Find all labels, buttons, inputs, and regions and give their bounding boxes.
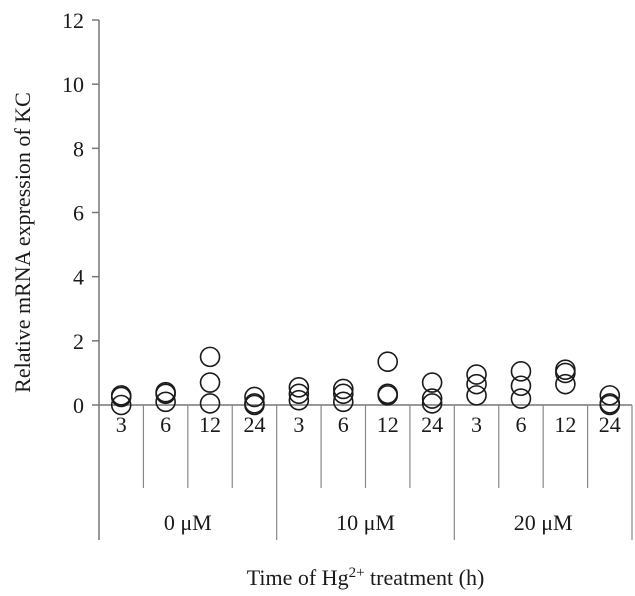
time-label: 12: [377, 412, 399, 437]
time-label: 24: [599, 412, 621, 437]
time-label: 3: [293, 412, 304, 437]
time-label: 6: [338, 412, 349, 437]
concentration-labels: 0 μM 10 μM 20 μM: [164, 510, 573, 535]
data-point: [421, 393, 443, 414]
data-point: [155, 383, 176, 405]
data-point: [421, 388, 443, 409]
x-axis-title-sup: 2+: [349, 565, 365, 581]
time-label: 6: [160, 412, 171, 437]
data-point: [288, 383, 310, 405]
category-separators: [142, 405, 633, 540]
data-point: [466, 385, 487, 406]
y-tick-label: 10: [62, 72, 84, 97]
data-point: [466, 364, 487, 385]
y-axis-ticks: 0 2 4 6 8 10 12: [62, 8, 99, 418]
time-label: 6: [515, 412, 526, 437]
data-point: [599, 394, 621, 416]
time-labels: 3 6 12 24 3 6 12 24 3 6 12 24: [116, 412, 621, 437]
time-label: 3: [471, 412, 482, 437]
y-tick-label: 2: [73, 329, 84, 354]
data-point: [199, 393, 221, 414]
data-point: [555, 373, 576, 395]
y-tick-label: 12: [62, 8, 84, 33]
time-label: 24: [243, 412, 265, 437]
y-axis-title: Relative mRNA expression of KC: [10, 92, 35, 393]
time-label: 3: [116, 412, 127, 437]
data-point: [510, 361, 532, 382]
data-point: [199, 346, 221, 368]
time-label: 12: [554, 412, 576, 437]
x-axis-title-post: treatment (h): [365, 565, 485, 590]
data-point: [466, 373, 487, 395]
data-point: [555, 362, 576, 384]
data-point: [110, 386, 132, 408]
data-point: [332, 383, 354, 405]
time-label: 12: [199, 412, 221, 437]
y-tick-label: 4: [73, 265, 84, 290]
data-point: [599, 393, 621, 414]
data-point: [288, 389, 310, 411]
data-point: [332, 378, 354, 400]
concentration-label: 20 μM: [514, 510, 573, 535]
y-tick-label: 6: [73, 201, 84, 226]
data-point: [155, 391, 176, 413]
data-point: [288, 377, 310, 398]
data-point: [332, 391, 354, 413]
y-tick-label: 8: [73, 136, 84, 161]
concentration-label: 10 μM: [336, 510, 395, 535]
data-point: [110, 394, 132, 416]
data-point: [244, 386, 265, 408]
data-point: [377, 383, 399, 405]
concentration-label: 0 μM: [164, 510, 212, 535]
x-axis-title-pre: Time of Hg: [247, 565, 349, 590]
x-axis-title: Time of Hg2+ treatment (h): [247, 565, 485, 590]
data-point: [510, 375, 532, 397]
data-point: [510, 388, 532, 409]
data-point: [244, 394, 265, 416]
data-point: [421, 372, 443, 393]
data-point: [199, 372, 221, 393]
data-point: [377, 385, 399, 406]
data-points: [110, 346, 621, 416]
data-point: [599, 385, 621, 406]
time-label: 24: [421, 412, 443, 437]
data-point: [377, 351, 399, 372]
y-tick-label: 0: [73, 393, 84, 418]
